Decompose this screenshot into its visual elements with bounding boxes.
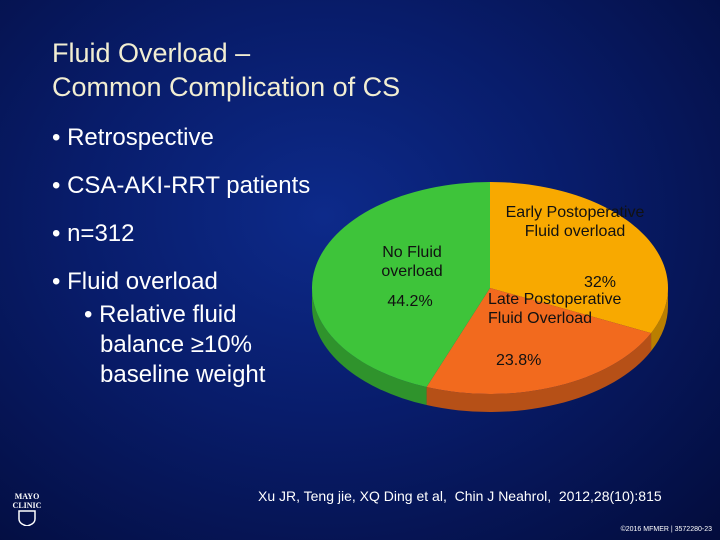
logo-shield [18,510,36,527]
bullet-text: Fluid overload [67,268,218,295]
bullet: CSA-AKI-RRT patients [52,172,320,200]
slice-label: Late Postoperative Fluid Overload [488,291,622,327]
logo: MAYO CLINIC [10,492,44,528]
footer: ©2016 MFMER | 3572280-23 [620,526,712,533]
bullet: Fluid overload Relative fluid balance ≥1… [52,268,320,390]
slice-label: No Fluid overload [381,244,443,280]
value-label: 23.8% [496,352,542,369]
title: Fluid Overload – Common Complication of … [52,36,400,104]
bullet-list: Retrospective CSA-AKI-RRT patients n=312… [52,124,320,410]
slice-side [651,288,668,352]
bullet: n=312 [52,220,320,248]
bullet: Retrospective [52,124,320,152]
slice [311,182,490,388]
slice-side [312,288,427,406]
slice [490,182,668,334]
sub-bullet: Relative fluid balance ≥10% baseline wei… [84,300,320,390]
title-line: Common Complication of CS [52,72,401,102]
value-label: 32% [583,274,617,291]
slice-label: Early Postoperative Fluid overload [505,204,645,240]
slice-side [426,333,652,412]
title-line: Fluid Overload – [52,38,251,68]
logo-text: MAYO CLINIC [12,492,42,510]
slice [426,288,652,394]
sub-list: Relative fluid balance ≥10% baseline wei… [84,300,320,390]
value-label: 44.2% [387,293,433,310]
citation: Xu JR, Teng jie, XQ Ding et al, Chin J N… [258,488,662,504]
